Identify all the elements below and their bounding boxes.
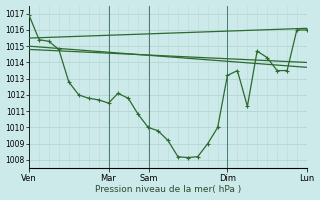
- X-axis label: Pression niveau de la mer( hPa ): Pression niveau de la mer( hPa ): [95, 185, 241, 194]
